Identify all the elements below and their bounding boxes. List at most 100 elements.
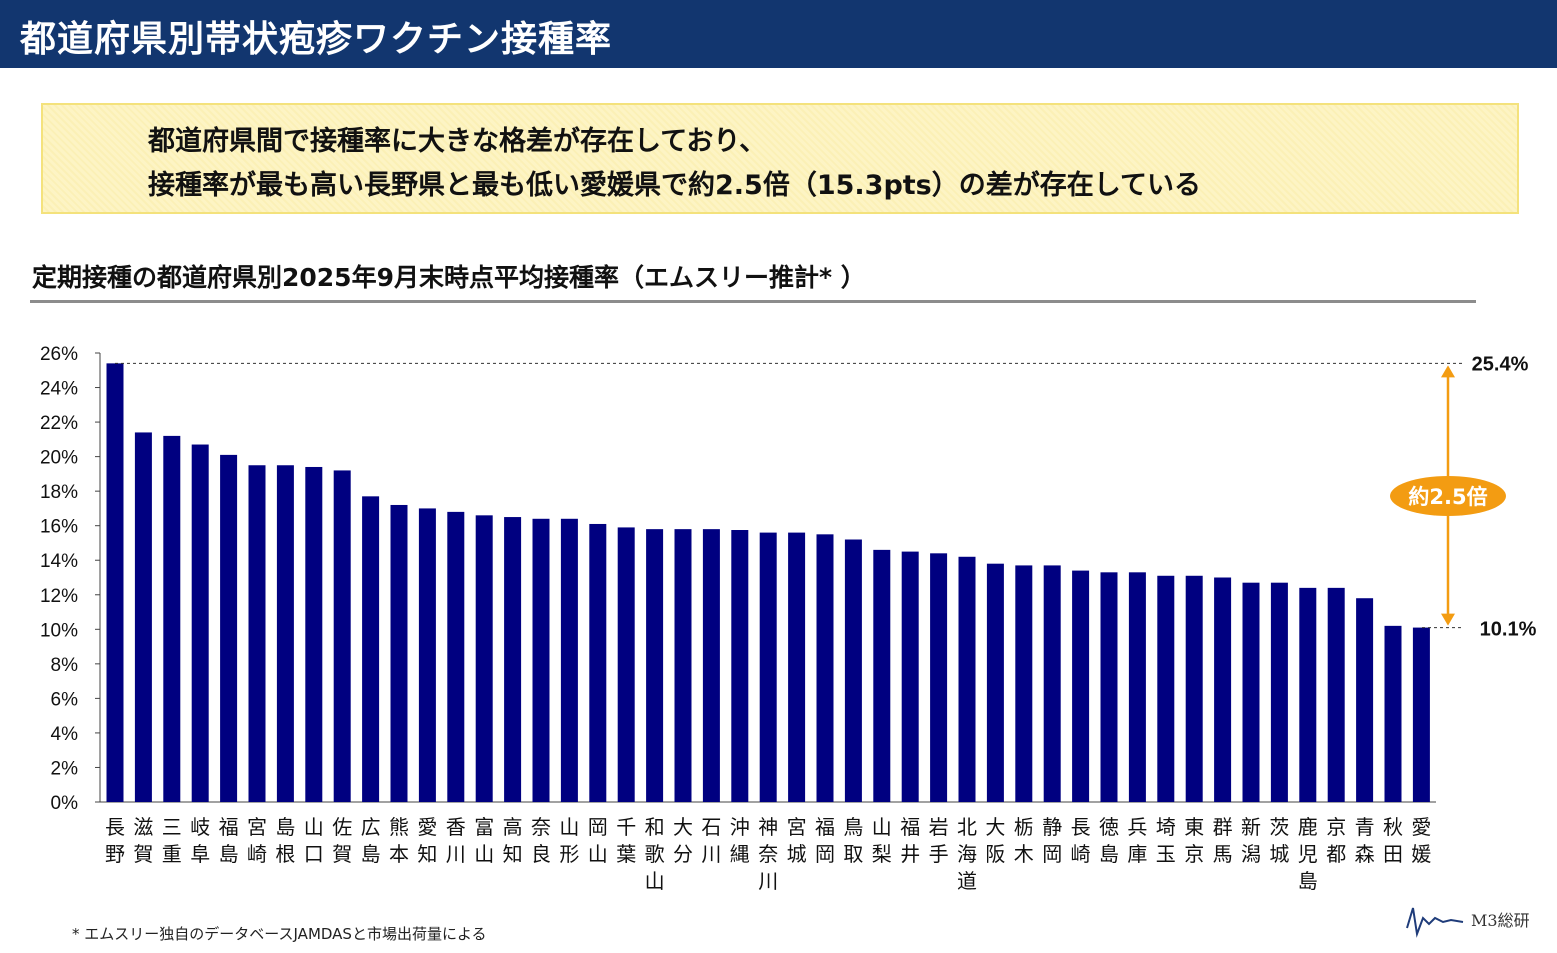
bar-宮崎 xyxy=(248,465,266,802)
x-tick-label: 城 xyxy=(787,842,807,866)
x-tick-label: 媛 xyxy=(1411,842,1431,866)
x-tick-label: 神 xyxy=(758,815,778,839)
x-tick-label: 京 xyxy=(1326,815,1346,839)
title-divider xyxy=(30,300,1476,303)
x-tick-label: 重 xyxy=(162,842,182,866)
x-tick-label: 形 xyxy=(559,842,579,866)
y-tick-label: 24% xyxy=(40,379,78,400)
x-tick-label: 庫 xyxy=(1127,842,1147,866)
bar-大阪 xyxy=(986,563,1004,802)
x-tick-label: 北 xyxy=(957,815,977,839)
x-tick-label: 本 xyxy=(389,842,409,866)
x-tick-label: 徳 xyxy=(1099,815,1119,839)
bar-秋田 xyxy=(1384,625,1402,802)
x-tick-label: 玉 xyxy=(1156,842,1176,866)
x-tick-label: 馬 xyxy=(1213,842,1233,866)
y-tick-label: 18% xyxy=(40,482,78,503)
ratio-badge xyxy=(1390,476,1506,516)
page-title: 都道府県別帯状疱疹ワクチン接種率 xyxy=(20,19,613,60)
x-tick-label: 香 xyxy=(446,815,466,839)
x-tick-label: 山 xyxy=(872,815,892,839)
x-tick-label: 根 xyxy=(275,842,295,866)
bar-山梨 xyxy=(873,549,891,802)
x-tick-label: 高 xyxy=(503,815,523,839)
bar-長崎 xyxy=(1072,570,1090,802)
x-tick-label: 島 xyxy=(275,815,295,839)
bar-島根 xyxy=(276,465,294,802)
bar-茨城 xyxy=(1270,582,1288,802)
x-tick-label: 岡 xyxy=(1042,842,1062,866)
max-value-label: 25.4% xyxy=(1472,353,1529,375)
x-tick-label: 埼 xyxy=(1156,815,1176,839)
x-tick-label: 田 xyxy=(1383,842,1403,866)
bar-佐賀 xyxy=(333,470,351,802)
bar-岩手 xyxy=(930,553,948,802)
bar-福岡 xyxy=(816,534,834,802)
x-tick-label: 山 xyxy=(304,815,324,839)
x-tick-label: 三 xyxy=(162,815,182,839)
x-tick-label: 和 xyxy=(645,815,665,839)
bar-栃木 xyxy=(1015,565,1033,802)
x-tick-label: 広 xyxy=(361,815,381,839)
x-tick-label: 岩 xyxy=(929,815,949,839)
x-tick-label: 石 xyxy=(701,815,721,839)
x-tick-label: 奈 xyxy=(531,815,551,839)
bar-富山 xyxy=(475,515,493,802)
bar-和歌山 xyxy=(646,529,664,802)
x-tick-label: 井 xyxy=(900,842,920,866)
x-tick-label: 福 xyxy=(900,815,920,839)
y-tick-label: 2% xyxy=(51,758,79,779)
x-tick-label: 島 xyxy=(1099,842,1119,866)
bar-静岡 xyxy=(1043,565,1061,802)
min-value-label: 10.1% xyxy=(1480,619,1537,641)
x-tick-label: 大 xyxy=(985,815,1005,839)
x-tick-label: 川 xyxy=(701,842,721,866)
bar-沖縄 xyxy=(731,530,749,802)
x-tick-label: 道 xyxy=(957,869,977,893)
x-tick-label: 富 xyxy=(474,815,494,839)
key-message-box: 都道府県間で接種率に大きな格差が存在しており、 接種率が最も高い長野県と最も低い… xyxy=(41,103,1519,214)
bar-福島 xyxy=(220,454,238,802)
bar-千葉 xyxy=(617,527,635,802)
x-tick-label: 縄 xyxy=(730,842,750,866)
x-tick-label: 岡 xyxy=(588,815,608,839)
x-tick-label: 山 xyxy=(559,815,579,839)
bar-奈良 xyxy=(532,518,550,802)
x-tick-label: 梨 xyxy=(872,842,892,866)
bar-高知 xyxy=(504,517,522,802)
ratio-label: 約2.5倍 xyxy=(1408,485,1487,509)
bar-鳥取 xyxy=(844,539,862,802)
x-tick-label: 大 xyxy=(673,815,693,839)
x-tick-label: 海 xyxy=(957,842,977,866)
bar-兵庫 xyxy=(1128,572,1146,802)
bar-大分 xyxy=(674,529,692,802)
y-tick-label: 4% xyxy=(51,724,79,745)
bar-東京 xyxy=(1185,575,1203,802)
y-tick-label: 16% xyxy=(40,517,78,538)
x-tick-label: 群 xyxy=(1213,815,1233,839)
logo-text: M3総研 xyxy=(1471,911,1530,930)
x-tick-label: 森 xyxy=(1355,842,1375,866)
y-tick-label: 8% xyxy=(51,655,79,676)
x-tick-label: 城 xyxy=(1269,842,1289,866)
x-tick-label: 歌 xyxy=(645,842,665,866)
bar-広島 xyxy=(362,496,380,802)
bar-福井 xyxy=(901,551,919,802)
bar-長野 xyxy=(106,363,124,802)
x-tick-label: 佐 xyxy=(332,815,352,839)
x-tick-label: 阪 xyxy=(985,842,1005,866)
x-tick-label: 沖 xyxy=(730,815,750,839)
key-message-line-2: 接種率が最も高い長野県と最も低い愛媛県で約2.5倍（15.3pts）の差が存在し… xyxy=(148,170,1201,201)
x-tick-label: 山 xyxy=(474,842,494,866)
x-tick-label: 青 xyxy=(1355,815,1375,839)
bar-山口 xyxy=(305,466,323,802)
x-tick-label: 山 xyxy=(588,842,608,866)
x-tick-label: 阜 xyxy=(190,842,210,866)
bar-滋賀 xyxy=(134,432,152,802)
x-tick-label: 崎 xyxy=(1071,842,1091,866)
chart-title: 定期接種の都道府県別2025年9月末時点平均接種率（エムスリー推計* ） xyxy=(32,263,866,292)
title-bar: 都道府県別帯状疱疹ワクチン接種率 xyxy=(0,0,1557,68)
key-message-line-1: 都道府県間で接種率に大きな格差が存在しており、 xyxy=(148,126,767,157)
bar-徳島 xyxy=(1100,572,1118,802)
